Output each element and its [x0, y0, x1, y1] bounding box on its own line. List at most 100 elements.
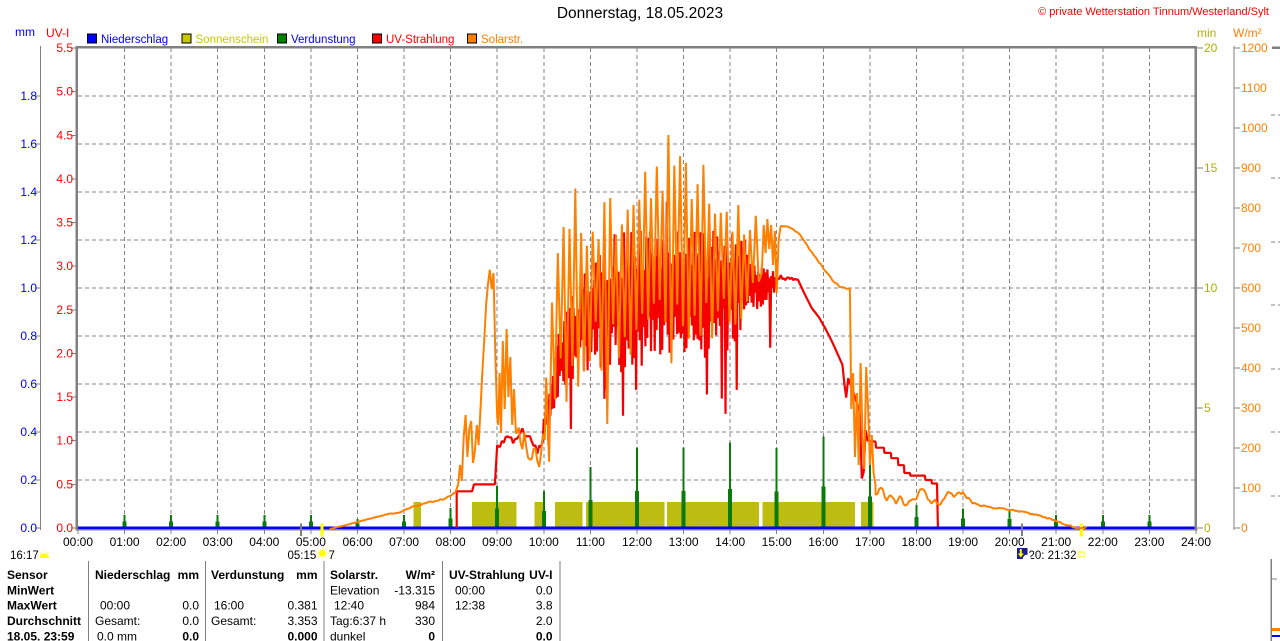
svg-text:2.0: 2.0: [56, 347, 73, 361]
svg-text:Tag:6:37 h: Tag:6:37 h: [330, 614, 386, 628]
svg-text:Verdunstung: Verdunstung: [291, 34, 356, 46]
svg-text:00:00: 00:00: [455, 584, 485, 598]
svg-text:0.0: 0.0: [536, 630, 553, 641]
svg-text:14:00: 14:00: [715, 535, 745, 549]
svg-text:16:00: 16:00: [214, 599, 244, 613]
svg-text:3.8: 3.8: [536, 599, 553, 613]
svg-text:09:00: 09:00: [482, 535, 512, 549]
svg-text:20:00: 20:00: [995, 535, 1025, 549]
svg-text:0.381: 0.381: [287, 599, 317, 613]
svg-text:13:00: 13:00: [669, 535, 699, 549]
svg-text:W/m²: W/m²: [406, 568, 435, 582]
svg-text:04:00: 04:00: [249, 535, 279, 549]
svg-text:5.0: 5.0: [56, 85, 73, 99]
svg-text:4.0: 4.0: [56, 172, 73, 186]
svg-text:03:00: 03:00: [203, 535, 233, 549]
svg-text:21:00: 21:00: [1041, 535, 1071, 549]
svg-text:12:40: 12:40: [334, 599, 364, 613]
svg-text:© private Wetterstation Tinnum: © private Wetterstation Tinnum/Westerlan…: [1038, 6, 1269, 18]
svg-text:Sensor: Sensor: [7, 568, 48, 582]
svg-text:300: 300: [1241, 401, 1261, 415]
svg-text:UV-I: UV-I: [529, 568, 552, 582]
svg-text:984: 984: [415, 599, 435, 613]
svg-text:05:15: 05:15: [288, 550, 317, 562]
svg-text:0: 0: [1204, 521, 1211, 535]
svg-text:15: 15: [1204, 161, 1218, 175]
svg-text:4.5: 4.5: [56, 128, 73, 142]
svg-text:Durchschnitt: Durchschnitt: [7, 614, 81, 628]
svg-text:Elevation: Elevation: [330, 584, 379, 598]
svg-text:07:00: 07:00: [389, 535, 419, 549]
svg-text:MinWert: MinWert: [7, 584, 54, 598]
svg-text:600: 600: [1241, 281, 1261, 295]
svg-text:08:00: 08:00: [436, 535, 466, 549]
svg-text:200: 200: [1241, 441, 1261, 455]
svg-text:-13.315: -13.315: [394, 584, 435, 598]
svg-text:UV-I: UV-I: [46, 26, 69, 40]
svg-text:00:00: 00:00: [63, 535, 93, 549]
svg-text:0.2: 0.2: [20, 473, 37, 487]
svg-text:1100: 1100: [1241, 81, 1267, 95]
svg-text:Niederschlag: Niederschlag: [101, 34, 168, 46]
svg-text:20: 21:32: 20: 21:32: [1029, 550, 1077, 562]
svg-text:24:00: 24:00: [1181, 535, 1211, 549]
svg-text:0.0 mm: 0.0 mm: [97, 630, 137, 641]
svg-text:7: 7: [329, 550, 335, 562]
svg-text:16:00: 16:00: [808, 535, 838, 549]
svg-text:1.6: 1.6: [20, 137, 37, 151]
svg-text:UV-Strahlung: UV-Strahlung: [449, 568, 525, 582]
svg-text:12:00: 12:00: [622, 535, 652, 549]
svg-text:Verdunstung: Verdunstung: [211, 568, 284, 582]
svg-text:0.6: 0.6: [20, 377, 37, 391]
svg-text:3.5: 3.5: [56, 216, 73, 230]
svg-text:01:00: 01:00: [110, 535, 140, 549]
svg-text:Solarstr.: Solarstr.: [481, 34, 523, 46]
svg-text:Donnerstag, 18.05.2023: Donnerstag, 18.05.2023: [557, 5, 723, 22]
svg-text:1.0: 1.0: [56, 434, 73, 448]
svg-text:23:00: 23:00: [1134, 535, 1164, 549]
svg-text:3.0: 3.0: [56, 259, 73, 273]
svg-text:06:00: 06:00: [342, 535, 372, 549]
svg-text:330: 330: [415, 614, 435, 628]
svg-text:0.0: 0.0: [56, 521, 73, 535]
svg-text:10:00: 10:00: [529, 535, 559, 549]
svg-text:0: 0: [1241, 521, 1248, 535]
svg-text:20: 20: [1204, 41, 1218, 55]
svg-text:Gesamt:: Gesamt:: [95, 614, 140, 628]
svg-text:11:00: 11:00: [576, 535, 605, 549]
svg-text:mm: mm: [178, 568, 199, 582]
svg-text:18.05. 23:59: 18.05. 23:59: [7, 630, 75, 641]
svg-text:400: 400: [1241, 361, 1261, 375]
svg-text:2.5: 2.5: [56, 303, 73, 317]
svg-text:min: min: [1197, 26, 1216, 40]
svg-text:Sonnenschein: Sonnenschein: [196, 34, 269, 46]
svg-text:0.8: 0.8: [20, 329, 37, 343]
svg-text:1.8: 1.8: [20, 89, 37, 103]
svg-text:0.0: 0.0: [182, 599, 199, 613]
svg-text:0.0: 0.0: [20, 521, 37, 535]
svg-text:UV-Strahlung: UV-Strahlung: [386, 34, 454, 46]
svg-text:05:00: 05:00: [296, 535, 326, 549]
svg-text:5.5: 5.5: [56, 41, 73, 55]
svg-text:1.0: 1.0: [20, 281, 37, 295]
svg-text:3.353: 3.353: [287, 614, 317, 628]
svg-text:0.0: 0.0: [182, 630, 199, 641]
svg-text:22:00: 22:00: [1088, 535, 1118, 549]
svg-text:800: 800: [1241, 201, 1261, 215]
svg-text:900: 900: [1241, 161, 1261, 175]
svg-text:0.0: 0.0: [182, 614, 199, 628]
svg-text:1.2: 1.2: [20, 233, 37, 247]
svg-text:Gesamt:: Gesamt:: [211, 614, 256, 628]
svg-text:Solarstr.: Solarstr.: [330, 568, 378, 582]
svg-text:0.0: 0.0: [536, 584, 553, 598]
svg-text:02:00: 02:00: [156, 535, 186, 549]
svg-text:17:00: 17:00: [855, 535, 885, 549]
svg-text:700: 700: [1241, 241, 1261, 255]
svg-text:W/m²: W/m²: [1233, 26, 1262, 40]
svg-text:0.4: 0.4: [20, 425, 37, 439]
svg-text:1000: 1000: [1241, 121, 1268, 135]
svg-text:mm: mm: [296, 568, 317, 582]
svg-text:19:00: 19:00: [948, 535, 978, 549]
svg-text:5: 5: [1204, 401, 1211, 415]
svg-text:0: 0: [428, 630, 435, 641]
